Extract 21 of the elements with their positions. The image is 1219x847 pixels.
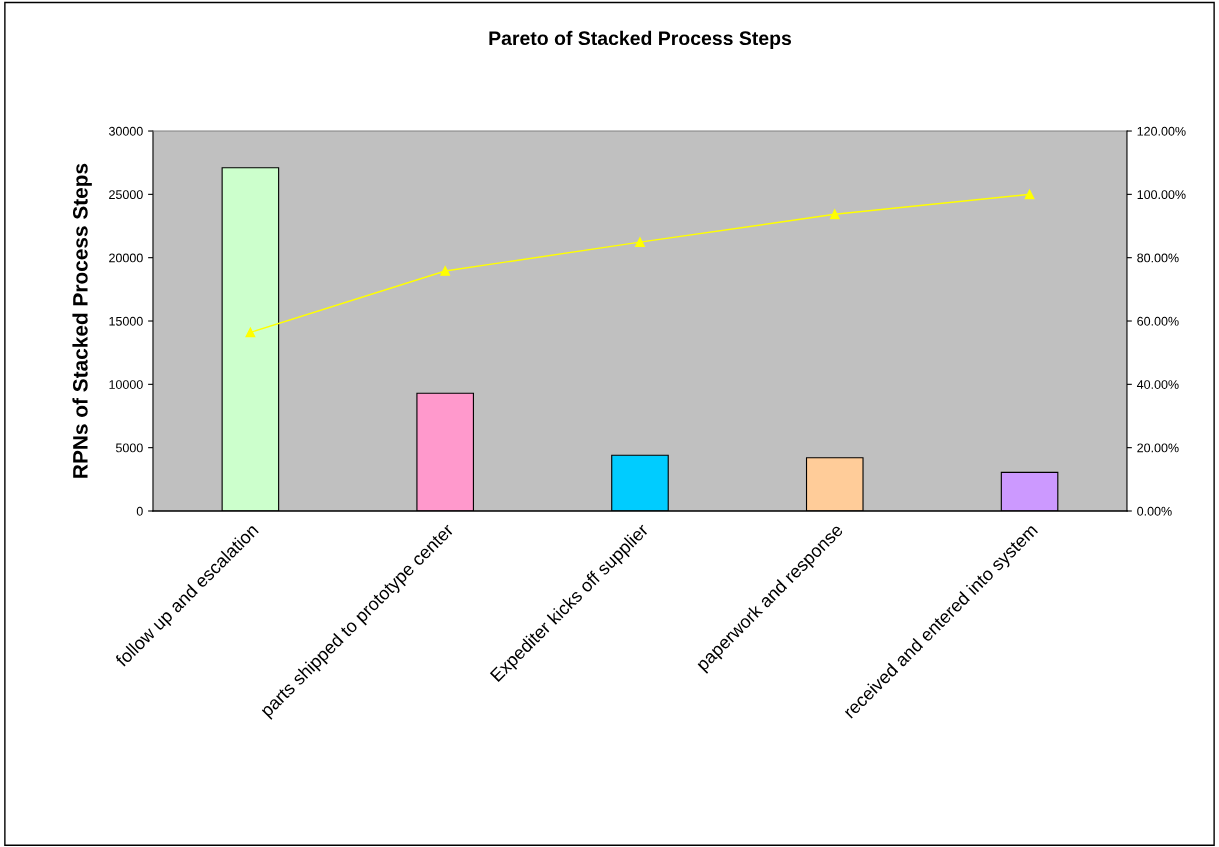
point (440, 266, 451, 276)
point (635, 237, 645, 248)
y2-tick-label: 0.00% (1137, 506, 1172, 516)
y-tick-label: 30000 (108, 126, 143, 136)
y-tick-label: 10000 (109, 380, 143, 389)
y2-tick-label: 80.00% (1137, 253, 1179, 263)
y2-tick-label: 60.00% (1137, 316, 1179, 326)
y-tick-label: 0 (136, 506, 143, 516)
y-tick-label: 5000 (115, 443, 143, 453)
point (829, 209, 840, 220)
point (245, 327, 256, 338)
y-tick-label: 20000 (109, 253, 143, 263)
y2-tick-label: 100.00% (1137, 190, 1186, 200)
y2-tick-label: 40.00% (1136, 380, 1179, 389)
chart-title: Pareto of Stacked Process Steps (489, 30, 792, 49)
point (1024, 189, 1035, 200)
y-tick-label: 25000 (109, 190, 143, 200)
y2-tick-label: 120.00% (1137, 126, 1186, 136)
y2-tick-label: 20.00% (1137, 443, 1179, 453)
y-axis-title: RPNs of Stacked Process Steps (72, 163, 92, 478)
y-tick-label: 15000 (109, 316, 143, 326)
